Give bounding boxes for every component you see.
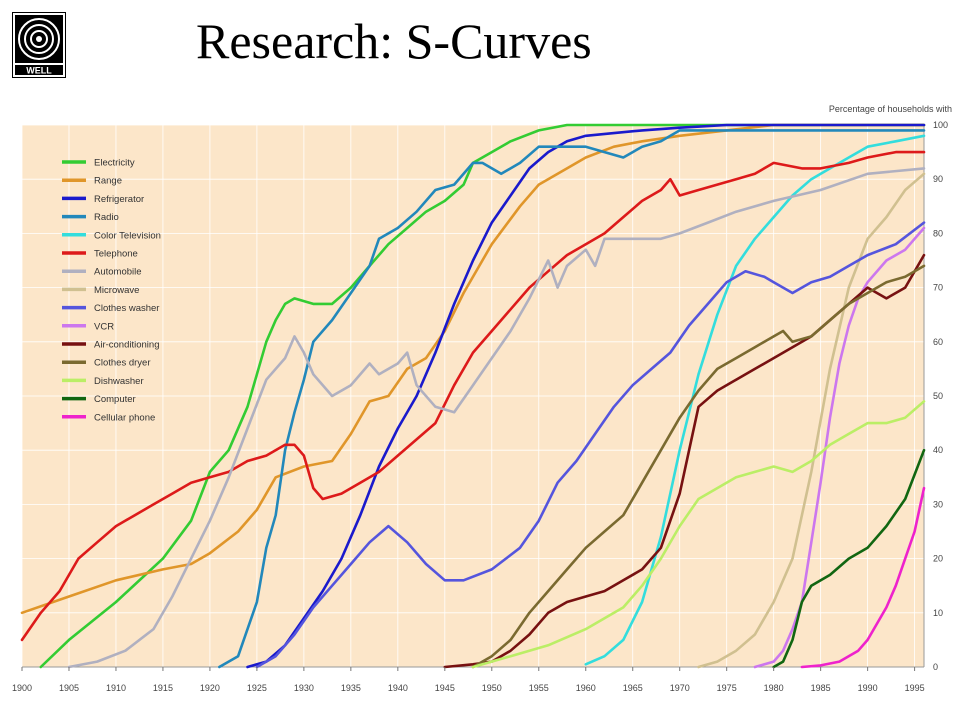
series-line-electricity — [39, 123, 926, 669]
y-tick-label: 70 — [933, 283, 943, 293]
y-tick-label: 40 — [933, 445, 943, 455]
x-tick-label: 1955 — [529, 683, 549, 693]
x-tick-label: 1985 — [811, 683, 831, 693]
series-lines — [20, 123, 926, 669]
y-tick-label: 10 — [933, 608, 943, 618]
x-tick-label: 1910 — [106, 683, 126, 693]
x-tick-label: 1930 — [294, 683, 314, 693]
y-tick-label: 50 — [933, 391, 943, 401]
series-line-clothes-washer — [255, 221, 926, 669]
series-line-radio — [218, 129, 926, 669]
series-line-cellular-phone — [800, 486, 926, 669]
x-tick-label: 1945 — [435, 683, 455, 693]
series-line-clothes-dryer — [471, 264, 926, 669]
x-tick-label: 1960 — [576, 683, 596, 693]
series-line-range — [20, 123, 926, 615]
x-tick-label: 1965 — [623, 683, 643, 693]
series-line-microwave — [697, 172, 926, 669]
series-line-telephone — [20, 150, 926, 642]
x-axis-ticks: 1900 1905 1910 1915 1920 1925 1930 1935 1940 1945… — [12, 667, 925, 693]
series-line-refrigerator — [246, 123, 926, 669]
x-tick-label: 1990 — [858, 683, 878, 693]
y-tick-label: 100 — [933, 120, 948, 130]
series-line-vcr — [753, 226, 926, 669]
slide-title: Research: S-Curves — [196, 13, 592, 69]
logo: WELL — [12, 12, 66, 78]
y-tick-label: 0 — [933, 662, 938, 672]
legend-label: Refrigerator — [94, 194, 144, 205]
x-tick-label: 1915 — [153, 683, 173, 693]
legend-label: Automobile — [94, 267, 142, 278]
y-tick-label: 60 — [933, 337, 943, 347]
legend-label: Electricity — [94, 158, 135, 169]
legend-label: Cellular phone — [94, 412, 155, 423]
y-tick-label: 30 — [933, 499, 943, 509]
x-tick-label: 1970 — [670, 683, 690, 693]
x-tick-label: 1905 — [59, 683, 79, 693]
x-tick-label: 1935 — [341, 683, 361, 693]
legend-label: Clothes dryer — [94, 358, 151, 369]
legend-label: Microwave — [94, 285, 139, 296]
legend-label: VCR — [94, 321, 114, 332]
x-tick-label: 1925 — [247, 683, 267, 693]
x-tick-label: 1950 — [482, 683, 502, 693]
y-axis-ticks: 0 10 20 30 40 50 60 70 80 90 100 — [933, 120, 948, 672]
x-tick-label: 1995 — [905, 683, 925, 693]
series-line-dishwasher — [471, 400, 926, 669]
y-tick-label: 20 — [933, 554, 943, 564]
y-tick-label: 90 — [933, 174, 943, 184]
legend-label: Dishwasher — [94, 376, 144, 387]
legend-label: Color Television — [94, 230, 161, 241]
y-axis-label: Percentage of households with — [829, 104, 952, 114]
legend-label: Range — [94, 176, 122, 187]
x-tick-label: 1900 — [12, 683, 32, 693]
x-tick-label: 1920 — [200, 683, 220, 693]
x-tick-label: 1975 — [717, 683, 737, 693]
series-line-computer — [772, 448, 926, 669]
series-line-color-television — [584, 134, 926, 666]
legend: Electricity Range Refrigerator Radio Color T… — [62, 158, 161, 423]
legend-label: Clothes washer — [94, 303, 159, 314]
logo-text: WELL — [26, 66, 52, 76]
series-line-automobile — [67, 167, 926, 669]
legend-label: Radio — [94, 212, 119, 223]
x-tick-label: 1980 — [764, 683, 784, 693]
legend-label: Computer — [94, 394, 136, 405]
y-tick-label: 80 — [933, 228, 943, 238]
legend-label: Telephone — [94, 249, 138, 260]
legend-label: Air-conditioning — [94, 340, 159, 351]
x-tick-label: 1940 — [388, 683, 408, 693]
